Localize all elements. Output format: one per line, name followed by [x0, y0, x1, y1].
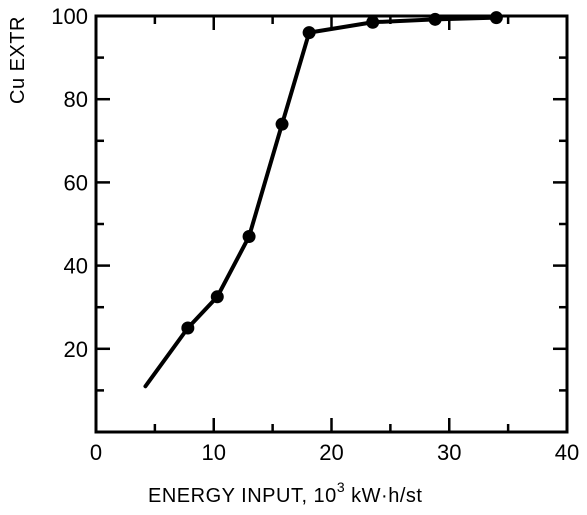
data-point [210, 290, 224, 304]
x-axis-label-main: ENERGY INPUT, 10 [148, 485, 337, 507]
y-tick-label: 100 [51, 4, 88, 29]
x-tick-label: 40 [555, 440, 579, 465]
data-point [275, 117, 289, 131]
y-tick-label: 80 [64, 87, 88, 112]
data-series [143, 11, 503, 389]
data-point [181, 321, 195, 335]
x-axis-label-unit: kW·h/st [345, 485, 422, 507]
tick-labels: 0 10 20 30 40 20 40 60 80 100 [51, 4, 579, 465]
data-point [366, 15, 380, 29]
x-axis-label: ENERGY INPUT, 103 kW·h/st [148, 479, 422, 507]
y-tick-label: 60 [64, 170, 88, 195]
axes [94, 14, 569, 434]
x-tick-label: 0 [90, 440, 102, 465]
data-point [489, 11, 503, 25]
y-axis-label: Cu EXTR [7, 16, 29, 104]
series-line [143, 15, 499, 389]
x-axis-label-superscript: 3 [337, 479, 345, 495]
data-point [242, 229, 256, 243]
data-point [302, 26, 316, 40]
x-tick-label: 30 [437, 440, 461, 465]
x-tick-label: 10 [202, 440, 226, 465]
x-tick-label: 20 [319, 440, 343, 465]
ticks [94, 14, 569, 432]
data-point [428, 12, 442, 26]
y-tick-label: 20 [64, 337, 88, 362]
y-tick-label: 40 [64, 254, 88, 279]
plot-frame [94, 14, 569, 434]
